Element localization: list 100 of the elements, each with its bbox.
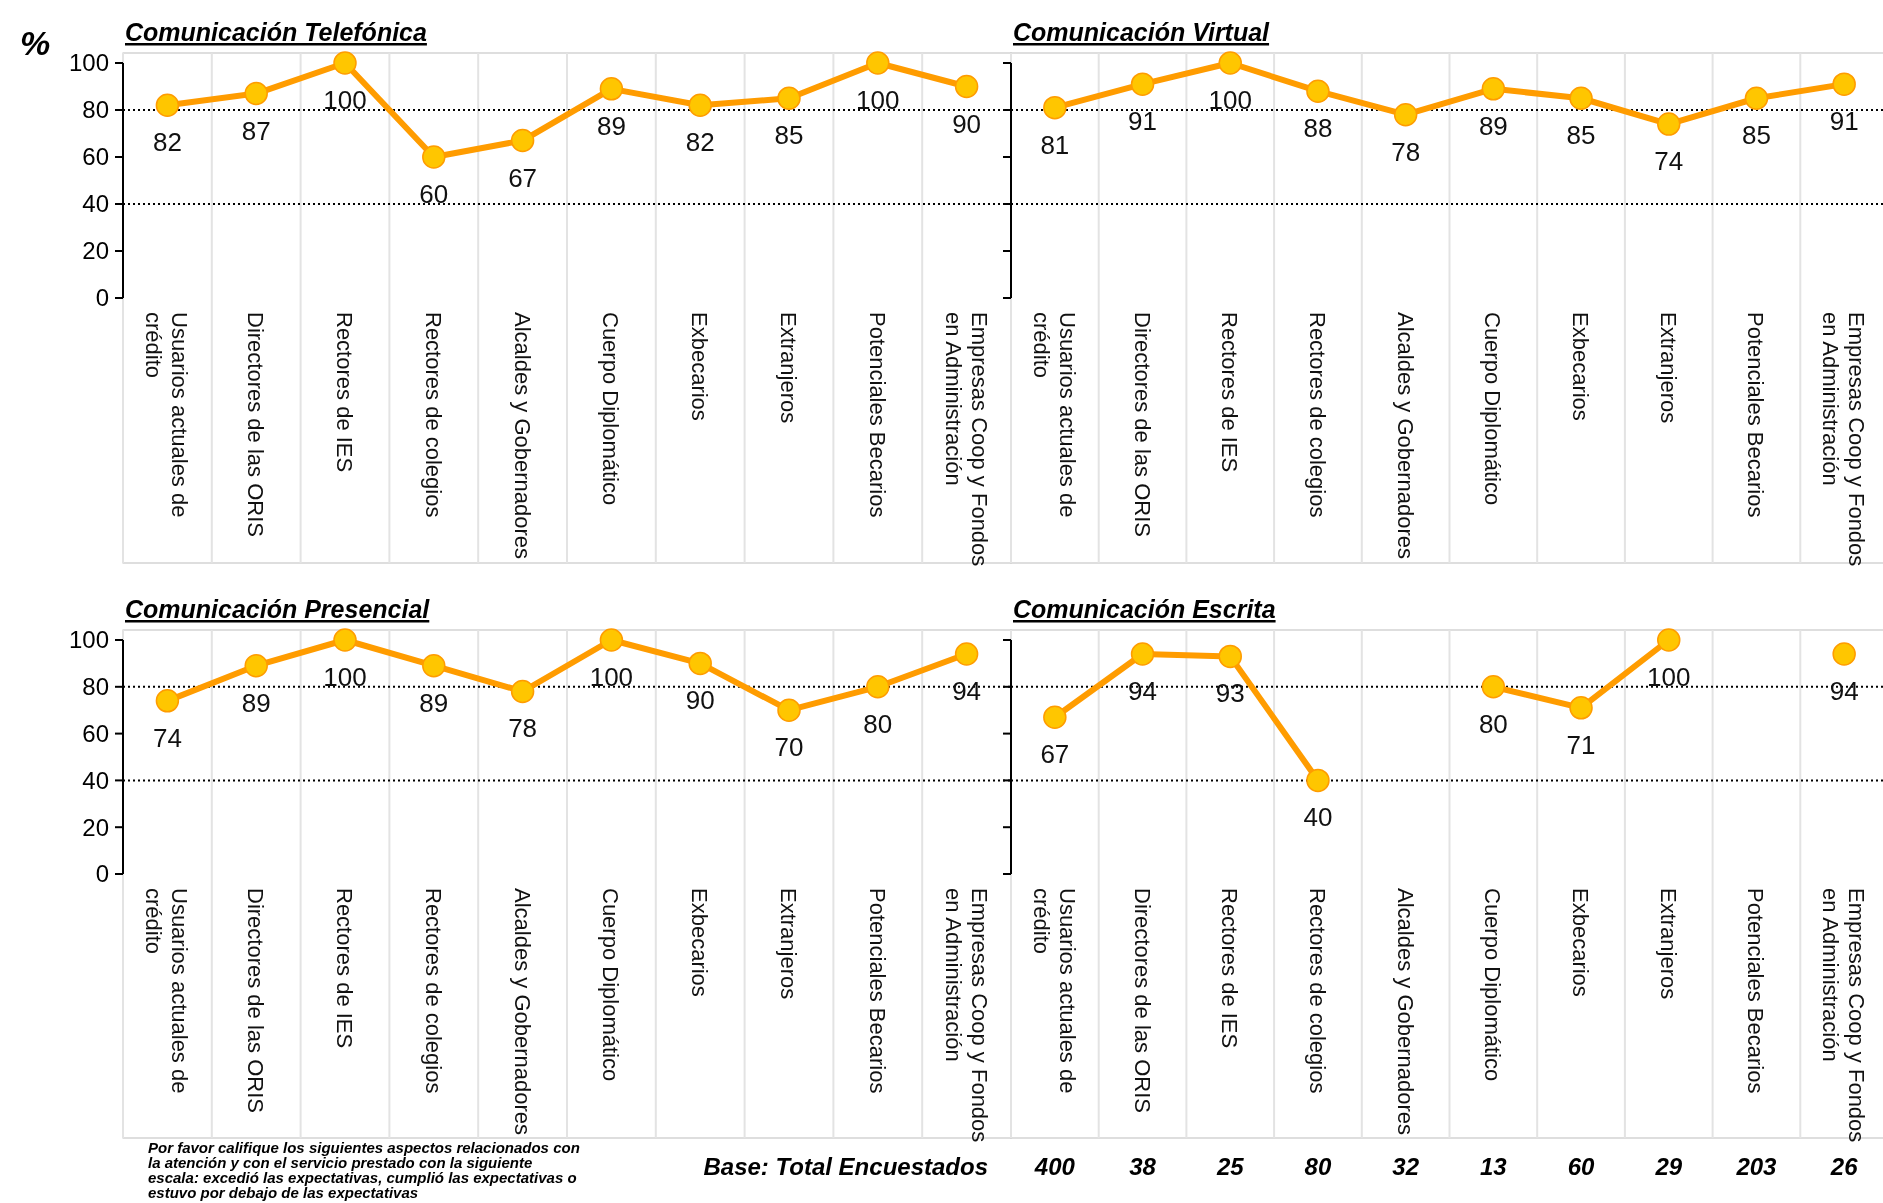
- x-tick-label: Extranjeros: [776, 888, 801, 1000]
- data-label: 88: [1303, 113, 1333, 144]
- text: 400: [1033, 1153, 1076, 1180]
- point: [1130, 642, 1155, 666]
- y-tick-label: 40: [82, 190, 109, 218]
- x-tick-label: Usuarios actuales de crédito: [1028, 312, 1080, 518]
- point: [777, 698, 801, 722]
- y-tick-label: 0: [95, 284, 109, 312]
- chart-title: Comunicación Virtual: [1013, 18, 1271, 46]
- x-tick-label: Empresas Coop y Fondos en Administración: [940, 312, 992, 567]
- point: [1218, 644, 1242, 669]
- data-label: 89: [419, 687, 449, 718]
- point: [599, 628, 624, 652]
- x-tick-label: Exbecarios: [687, 888, 713, 997]
- x-tick-label: Exbecarios: [1568, 888, 1594, 997]
- point: [1481, 675, 1506, 699]
- text: 29: [1654, 1153, 1683, 1180]
- point: [422, 145, 446, 169]
- point: [1393, 102, 1418, 127]
- x-tick-label: Exbecarios: [1568, 312, 1594, 421]
- x-tick-label: Extranjeros: [776, 312, 801, 424]
- x-tick-label: Rectores de IES: [332, 312, 357, 473]
- data-label: 94: [1128, 676, 1158, 707]
- y-tick-label: 20: [82, 237, 109, 265]
- point: [1218, 51, 1242, 75]
- x-tick-label: Empresas Coop y Fondos en Administración: [940, 888, 992, 1143]
- x-tick-label: Usuarios actuales de crédito: [141, 312, 193, 518]
- data-label: 67: [1040, 739, 1070, 770]
- point: [333, 51, 357, 75]
- point: [1832, 72, 1856, 96]
- x-tick-label: Directores de las ORIS: [1129, 888, 1155, 1113]
- y-tick-label: 0: [95, 860, 109, 888]
- x-tick-label: Alcaldes y Gobernadores: [509, 312, 535, 560]
- data-label: 100: [589, 662, 634, 692]
- point: [1043, 95, 1067, 120]
- x-tick-label: Alcaldes y Gobernadores: [1392, 888, 1418, 1136]
- text: 26: [1829, 1153, 1859, 1180]
- point: [155, 93, 180, 118]
- data-label: 91: [1829, 106, 1859, 137]
- data-label: 40: [1303, 802, 1333, 833]
- x-tick-label: Usuarios actuales de crédito: [141, 888, 193, 1094]
- x-tick-label: Cuerpo Diplomático: [1480, 888, 1506, 1082]
- point: [244, 653, 268, 678]
- point: [777, 86, 801, 110]
- x-tick-label: Directores de las ORIS: [1129, 312, 1155, 537]
- point: [1306, 768, 1330, 793]
- x-tick-label: Extranjeros: [1655, 312, 1681, 424]
- point: [1043, 705, 1067, 729]
- data-label: 85: [1566, 120, 1596, 151]
- point: [1744, 86, 1769, 110]
- x-tick-label: Alcaldes y Gobernadores: [1392, 312, 1418, 560]
- point: [599, 77, 624, 101]
- data-label: 78: [1391, 136, 1421, 167]
- point: [333, 628, 357, 652]
- text: 38: [1129, 1153, 1157, 1180]
- x-tick-label: Rectores de IES: [1217, 312, 1243, 473]
- point: [688, 651, 712, 676]
- y-tick-label: 40: [82, 766, 109, 794]
- x-tick-label: Cuerpo Diplomático: [598, 888, 624, 1082]
- data-label: 80: [863, 708, 893, 739]
- x-tick-label: Directores de las ORIS: [243, 888, 269, 1113]
- x-tick-label: Alcaldes y Gobernadores: [509, 888, 535, 1136]
- data-label: 67: [508, 162, 538, 193]
- data-label: 94: [1829, 676, 1859, 707]
- data-label: 89: [596, 110, 626, 141]
- text: 80: [1304, 1153, 1332, 1180]
- data-label: 90: [685, 685, 715, 716]
- point: [510, 679, 535, 704]
- chart-title: Comunicación Escrita: [1013, 595, 1276, 623]
- point: [1569, 696, 1593, 720]
- chart-title: Comunicación Telefónica: [125, 18, 427, 46]
- x-tick-label: Empresas Coop y Fondos en Administración: [1818, 312, 1870, 567]
- point: [422, 653, 446, 678]
- y-tick-label: 100: [68, 626, 109, 654]
- point: [688, 93, 712, 118]
- point: [1306, 79, 1330, 103]
- y-tick-label: 60: [82, 143, 109, 171]
- text: 203: [1735, 1153, 1778, 1180]
- x-tick-label: Cuerpo Diplomático: [598, 312, 624, 506]
- data-label: 89: [241, 687, 271, 718]
- data-label: 60: [419, 179, 449, 209]
- point: [866, 675, 890, 699]
- point: [954, 74, 979, 99]
- x-tick-label: Rectores de colegios: [420, 312, 446, 518]
- data-label: 91: [1128, 106, 1158, 137]
- x-tick-label: Rectores de colegios: [420, 888, 446, 1094]
- text: 32: [1392, 1153, 1420, 1180]
- x-tick-label: Rectores de IES: [332, 888, 357, 1049]
- x-tick-label: Directores de las ORIS: [243, 312, 269, 537]
- data-label: 94: [952, 676, 982, 707]
- x-tick-label: Potenciales Becarios: [1743, 888, 1769, 1094]
- data-label: 81: [1040, 129, 1070, 160]
- data-label: 100: [323, 662, 367, 692]
- data-label: 90: [952, 108, 982, 139]
- data-label: 71: [1566, 729, 1596, 760]
- text: 60: [1567, 1153, 1596, 1180]
- point: [954, 642, 979, 666]
- data-label: 74: [152, 722, 182, 753]
- data-label: 93: [1215, 678, 1245, 709]
- x-tick-label: Cuerpo Diplomático: [1480, 312, 1506, 506]
